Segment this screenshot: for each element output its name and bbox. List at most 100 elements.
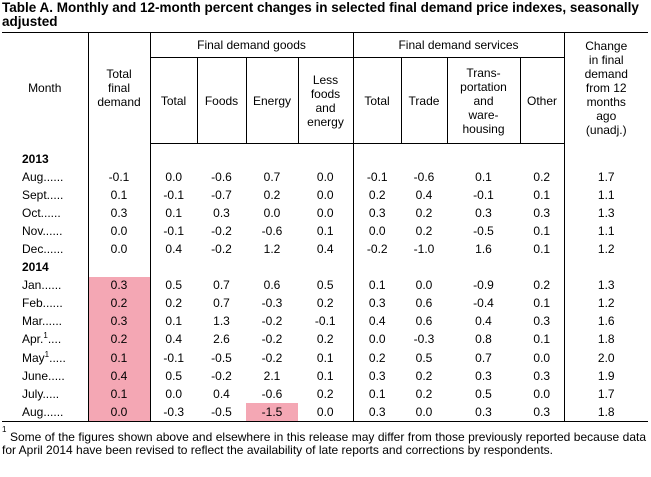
trade-cell: 0.0 xyxy=(415,278,433,293)
transportation-header: Trans- portation and ware- housing xyxy=(447,57,521,144)
month-label: Oct. xyxy=(22,205,45,220)
empty-cell xyxy=(88,258,151,277)
trade-cell: -0.3 xyxy=(413,332,435,347)
other-cell: 0.2 xyxy=(520,276,565,295)
table-row: July..... 0.1 0.0 0.4 -0.6 0.2 0.1 0.2 0.5 0.0 1.7 xyxy=(2,385,648,404)
month-label: July xyxy=(22,386,43,401)
empty-cell xyxy=(447,259,520,277)
st-cell: 0.1 xyxy=(368,386,386,401)
month-cell: May1..... xyxy=(2,349,89,368)
other-cell: 0.1 xyxy=(520,294,565,313)
chg-cell: 1.2 xyxy=(597,296,615,311)
trade-cell: 0.2 xyxy=(415,368,433,383)
energy-header: Energy xyxy=(246,57,299,144)
lfe-cell: 0.2 xyxy=(298,294,354,313)
gt-cell: -0.3 xyxy=(150,403,197,423)
footnote: 1 Some of the figures shown above and el… xyxy=(2,426,646,457)
st-cell: 0.0 xyxy=(368,332,386,347)
chg-cell: 1.7 xyxy=(597,386,615,401)
other-cell: 0.3 xyxy=(520,312,565,331)
footnote-ref: 1 xyxy=(43,331,48,341)
lfe-cell: -0.1 xyxy=(298,312,354,331)
month-cell: Nov...... xyxy=(2,222,89,241)
chg-cell: 1.2 xyxy=(597,242,615,257)
chg-cell: 1.7 xyxy=(597,169,615,184)
energy-cell: 0.7 xyxy=(263,169,281,184)
tfd-cell: 0.1 xyxy=(88,186,151,205)
lfe-cell: 0.0 xyxy=(298,168,354,187)
trade-cell: -1.0 xyxy=(413,242,435,257)
empty-cell xyxy=(298,150,354,169)
empty-cell xyxy=(447,150,520,168)
foods-cell: -0.6 xyxy=(211,169,232,184)
chg-cell: 1.1 xyxy=(597,223,615,238)
table-row: May1..... 0.1 -0.1 -0.5 -0.2 0.1 0.2 0.5 0.7 0.0 2… xyxy=(2,349,648,368)
month-cell: Apr.1.... xyxy=(2,330,89,350)
year-label: 2014 xyxy=(2,258,89,277)
month-cell: Aug...... xyxy=(2,403,89,423)
trans-cell: 0.5 xyxy=(475,386,492,401)
empty-cell xyxy=(197,150,246,168)
less-foods-energy-header: Less foods and energy xyxy=(298,57,354,144)
tfd-cell: 0.3 xyxy=(88,276,151,295)
year-label: 2013 xyxy=(2,150,89,169)
trade-cell: 0.5 xyxy=(415,350,433,365)
year-row: 2013 xyxy=(2,150,648,169)
foods-cell: 0.7 xyxy=(213,296,230,311)
st-cell: 0.3 xyxy=(368,205,386,220)
month-label: Dec. xyxy=(22,242,47,257)
st-cell: 0.2 xyxy=(368,350,386,365)
empty-cell xyxy=(401,150,447,168)
energy-cell: -0.2 xyxy=(261,332,283,347)
energy-cell: -0.2 xyxy=(261,350,283,365)
tfd-cell: 0.1 xyxy=(88,349,151,368)
month-cell: Dec...... xyxy=(2,240,89,259)
trade-cell: 0.2 xyxy=(415,386,433,401)
st-cell: 0.3 xyxy=(368,296,386,311)
tfd-cell: 0.1 xyxy=(88,385,151,404)
st-cell: 0.3 xyxy=(353,403,401,423)
month-cell: Aug...... xyxy=(2,168,89,187)
tfd-cell: 0.2 xyxy=(88,294,151,313)
lfe-cell: 0.2 xyxy=(298,330,354,350)
table-title: Table A. Monthly and 12-month percent ch… xyxy=(2,0,639,29)
trade-cell: 0.6 xyxy=(415,296,433,311)
footnote-text: Some of the figures shown above and else… xyxy=(2,430,646,457)
month-label: Jan. xyxy=(22,278,45,293)
gt-cell: -0.1 xyxy=(163,350,185,365)
foods-cell: -0.2 xyxy=(211,368,232,383)
st-cell: 0.2 xyxy=(368,187,386,202)
lfe-cell: 0.0 xyxy=(298,403,354,423)
table-row: Aug...... 0.0 -0.3 -0.5 -1.5 0.0 0.3 0.0 0.3 0.3 1… xyxy=(2,403,648,423)
spacer-row xyxy=(2,143,648,150)
table-header: Month Total final demand Final demand go… xyxy=(2,32,648,144)
gt-cell: 0.1 xyxy=(165,205,183,220)
foods-header: Foods xyxy=(197,57,247,144)
services-group-header: Final demand services xyxy=(353,32,565,58)
month-cell: Mar...... xyxy=(2,312,89,331)
tfd-cell: 0.0 xyxy=(88,240,151,259)
lfe-cell: 0.2 xyxy=(298,385,354,404)
month-cell: July..... xyxy=(2,385,89,404)
foods-cell: -0.5 xyxy=(211,350,232,365)
st-cell: -0.1 xyxy=(366,169,388,184)
month-cell: Jan...... xyxy=(2,276,89,295)
table-row: June..... 0.4 0.5 -0.2 2.1 0.1 0.3 0.2 0.3 0.3 1.9 xyxy=(2,367,648,386)
services-total-header: Total xyxy=(353,57,402,144)
other-cell: 0.1 xyxy=(520,186,565,205)
trans-cell: 0.3 xyxy=(447,403,520,423)
empty-cell xyxy=(197,259,246,277)
year-row: 2014 xyxy=(2,258,648,277)
table-row: Oct...... 0.3 0.1 0.3 0.0 0.0 0.3 0.2 0.3 0.3 1.3 xyxy=(2,204,648,223)
table-row: Jan...... 0.3 0.5 0.7 0.6 0.5 0.1 0.0 -0.9 0.2 1.3 xyxy=(2,276,648,295)
trans-cell: -0.9 xyxy=(473,278,494,293)
total-final-demand-header: Total final demand xyxy=(88,32,151,144)
trade-cell: 0.2 xyxy=(415,223,433,238)
st-cell: 0.3 xyxy=(368,368,386,383)
trans-cell: 0.8 xyxy=(475,332,492,347)
change-header: Change in final demand from 12 months ag… xyxy=(564,32,648,144)
trade-cell: 0.6 xyxy=(415,314,433,329)
goods-total-header: Total xyxy=(150,57,198,144)
empty-cell xyxy=(520,150,565,169)
month-cell: Oct...... xyxy=(2,204,89,223)
